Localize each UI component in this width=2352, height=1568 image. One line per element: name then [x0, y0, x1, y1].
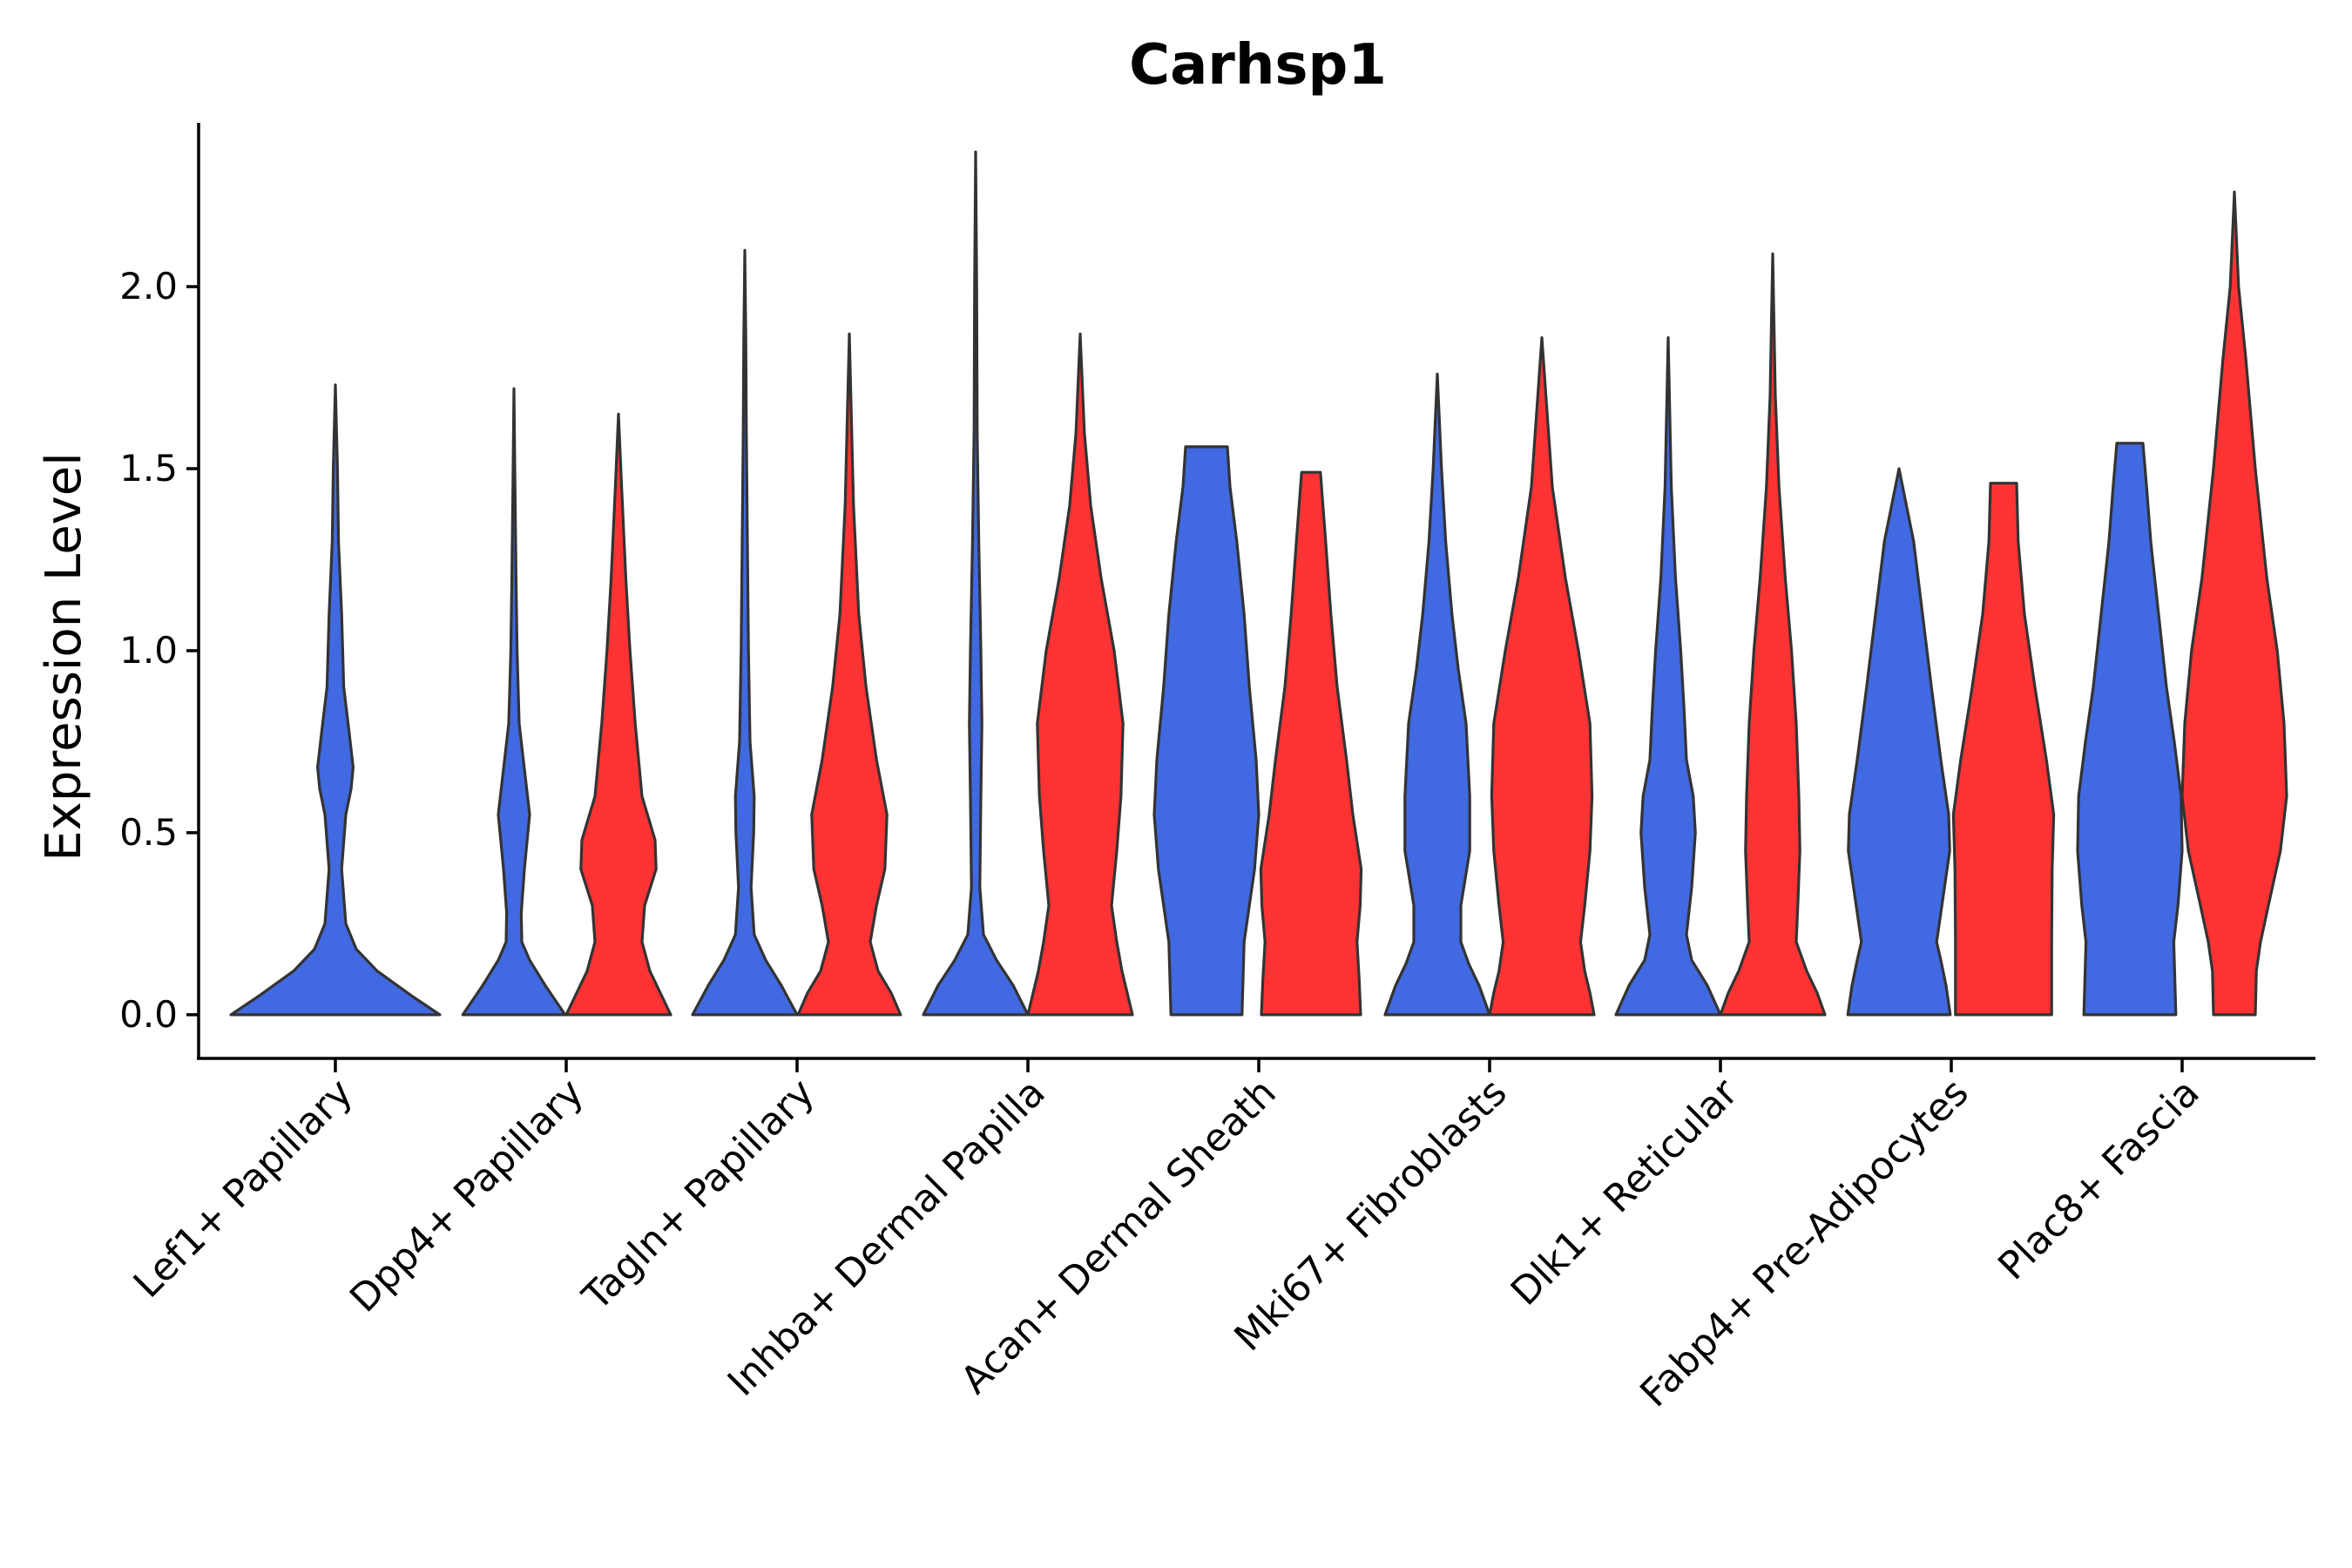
violin-group_a-mki67-fibroblasts	[1383, 372, 1491, 1017]
x-tick-label-lef1-papillary: Lef1+ Papillary	[125, 1071, 362, 1307]
x-tick-label-tagln-papillary: Tagln+ Papillary	[574, 1071, 823, 1320]
violin-group_b-plac8-fascia	[2180, 190, 2288, 1017]
violin-group_b-dlk1-reticular	[1719, 252, 1827, 1017]
y-axis-label: Expression Level	[36, 452, 92, 862]
x-tick-label-dlk1-reticular: Dlk1+ Reticular	[1503, 1070, 1747, 1315]
chart-title: Carhsp1	[1129, 33, 1387, 98]
violin-group_b-fabp4-pre-adipocytes	[1951, 482, 2056, 1017]
violin-group_b-tagln-papillary	[796, 332, 902, 1017]
y-tick-label: 1.0	[119, 629, 178, 672]
y-tick-label: 0.5	[119, 811, 178, 854]
y-tick-label: 0.0	[119, 993, 178, 1036]
y-tick-label: 2.0	[119, 265, 178, 308]
violin-group_a-dlk1-reticular	[1614, 336, 1722, 1017]
violin-group_b-inhba-dermal-papilla	[1026, 332, 1134, 1017]
x-tick-label-plac8-fascia: Plac8+ Fascia	[1990, 1071, 2208, 1289]
violin-group_a-dpp4-papillary	[461, 387, 567, 1017]
violin-group_a-fabp4-pre-adipocytes	[1846, 467, 1952, 1017]
violin-group_a-plac8-fascia	[2076, 442, 2184, 1017]
violin-group_a-acan-dermal-sheath	[1152, 445, 1260, 1017]
violin-group_a-lef1-papillary	[229, 383, 442, 1017]
violin-group_a-inhba-dermal-papilla	[922, 150, 1030, 1017]
y-tick-label: 1.5	[119, 447, 178, 490]
violin-group_b-dpp4-papillary	[564, 412, 672, 1017]
violin-group_a-tagln-papillary	[691, 248, 799, 1017]
x-tick-label-dpp4-papillary: Dpp4+ Papillary	[341, 1071, 592, 1321]
y-ticks: 0.0 0.5 1.0 1.5 2.0	[119, 265, 199, 1036]
violins-layer	[229, 150, 2288, 1017]
violin-group_b-mki67-fibroblasts	[1488, 336, 1596, 1017]
violin-group_b-acan-dermal-sheath	[1259, 470, 1363, 1017]
